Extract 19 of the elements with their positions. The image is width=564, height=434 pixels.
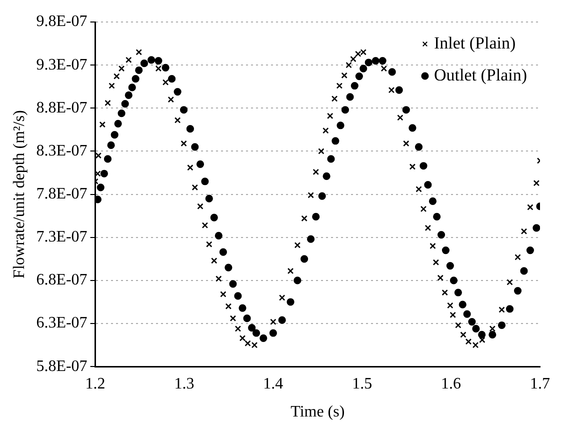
y-tick-label: 6.3E-07	[36, 314, 88, 332]
y-tick-label: 8.3E-07	[36, 142, 88, 160]
x-axis-title: Time (s)	[290, 404, 345, 421]
y-axis-title: Flowrate/unit depth (m²/s)	[10, 110, 28, 278]
y-tick-label: 7.8E-07	[36, 186, 88, 203]
x-tick-label: 1.6	[441, 375, 462, 392]
y-tick-label: 9.3E-07	[36, 56, 88, 74]
y-tick-label: 9.8E-07	[36, 13, 88, 30]
x-tick-label: 1.4	[263, 375, 284, 392]
x-tick-label: 1.3	[174, 375, 194, 392]
x-tick-label: 1.2	[85, 375, 106, 392]
y-tick-label: 5.8E-07	[36, 358, 88, 375]
y-tick-label: 7.3E-07	[36, 228, 88, 246]
y-tick-label: 6.8E-07	[36, 272, 88, 289]
legend-label: Outlet (Plain)	[434, 65, 528, 84]
x-tick-label: 1.7	[530, 375, 550, 392]
legend-label: Inlet (Plain)	[434, 33, 516, 52]
x-tick-label: 1.5	[352, 375, 372, 392]
y-tick-label: 8.8E-07	[36, 99, 88, 116]
